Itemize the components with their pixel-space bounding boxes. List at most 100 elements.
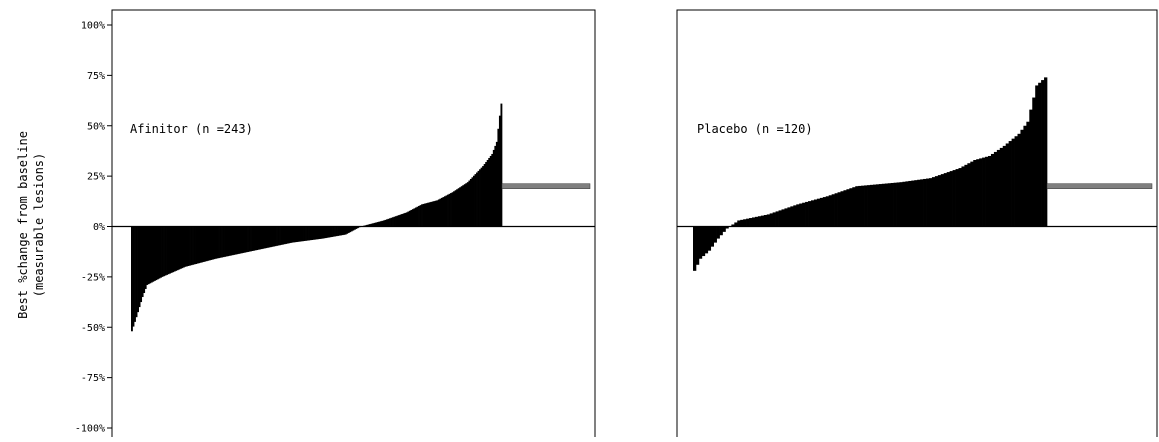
bar: [454, 190, 457, 227]
bar: [474, 174, 477, 227]
bar: [492, 149, 495, 227]
bar: [858, 185, 862, 227]
bar: [737, 220, 741, 227]
bar: [784, 208, 788, 227]
bar: [160, 226, 162, 278]
bar: [716, 226, 720, 239]
bar: [320, 226, 323, 239]
chart-panel: Afinitor (n =243): [111, 9, 596, 442]
bar: [893, 182, 897, 227]
bar: [392, 217, 394, 227]
bar: [256, 226, 259, 251]
bar: [790, 206, 794, 227]
bar: [952, 170, 956, 227]
bar: [367, 224, 370, 227]
bar: [282, 226, 285, 245]
bar: [251, 226, 254, 251]
bar: [189, 226, 191, 266]
bar: [443, 196, 446, 227]
bar: [376, 222, 379, 227]
bar: [840, 191, 844, 227]
y-axis-label-line2: (measurable lesions): [32, 153, 46, 298]
bar: [231, 226, 234, 256]
bar: [855, 186, 859, 227]
bar: [222, 226, 225, 258]
bar: [384, 219, 387, 227]
bar: [393, 216, 396, 227]
bar: [170, 226, 173, 273]
bar: [993, 151, 998, 227]
bar: [929, 178, 933, 227]
bar: [341, 226, 344, 236]
bar: [870, 184, 874, 227]
bar: [766, 214, 771, 227]
bar: [946, 172, 950, 227]
bar: [346, 226, 349, 234]
bar: [233, 226, 236, 255]
bar: [214, 226, 217, 259]
bar: [323, 226, 326, 239]
bar: [416, 206, 419, 227]
bar: [834, 193, 838, 227]
bar: [1008, 141, 1012, 227]
y-axis-ticks: 100% 75% 50% 25% 0% -25% -50% -75% -100%: [75, 21, 112, 435]
bar: [911, 180, 915, 227]
bar: [161, 226, 164, 277]
bar: [422, 203, 425, 227]
bar: [1023, 125, 1027, 227]
bar: [701, 226, 706, 257]
bar: [825, 196, 830, 227]
bar: [134, 226, 136, 322]
bar: [210, 226, 213, 260]
y-tick-label: -50%: [81, 323, 105, 334]
bar: [195, 226, 197, 264]
bar: [179, 226, 182, 269]
bar: [216, 226, 219, 259]
bar: [234, 226, 237, 255]
bar: [440, 197, 443, 227]
bar: [213, 226, 216, 260]
bar: [988, 155, 992, 227]
bar: [479, 169, 481, 227]
bar: [491, 153, 494, 227]
bar: [725, 226, 729, 229]
bar: [970, 161, 974, 227]
bar: [372, 223, 375, 227]
bar: [937, 175, 942, 227]
bar: [719, 226, 723, 236]
bar: [828, 195, 832, 227]
bar: [150, 226, 153, 283]
bar: [494, 145, 497, 227]
bar: [395, 216, 398, 227]
bar: [389, 218, 391, 227]
bar: [306, 226, 309, 241]
bar: [259, 226, 262, 250]
bar: [152, 226, 155, 282]
bar: [202, 226, 205, 262]
bar: [192, 226, 194, 265]
bar: [334, 226, 336, 237]
bar: [940, 174, 945, 227]
y-tick-label: 100%: [81, 21, 105, 32]
bar: [695, 226, 700, 265]
bar: [710, 226, 714, 247]
bar: [781, 209, 785, 227]
bar: [135, 226, 138, 318]
bar: [385, 219, 388, 227]
bar: [411, 209, 414, 227]
bar: [917, 179, 921, 227]
bar: [743, 219, 747, 227]
bar: [407, 211, 410, 227]
bar: [147, 226, 150, 285]
bar: [698, 226, 703, 259]
bar: [247, 226, 249, 252]
bar: [763, 215, 768, 227]
bar: [137, 226, 139, 313]
bar: [495, 141, 498, 227]
bar: [1035, 85, 1039, 227]
bar: [295, 226, 298, 243]
bar: [326, 226, 329, 238]
bar: [277, 226, 280, 246]
bar: [196, 226, 199, 264]
bar: [355, 226, 358, 229]
